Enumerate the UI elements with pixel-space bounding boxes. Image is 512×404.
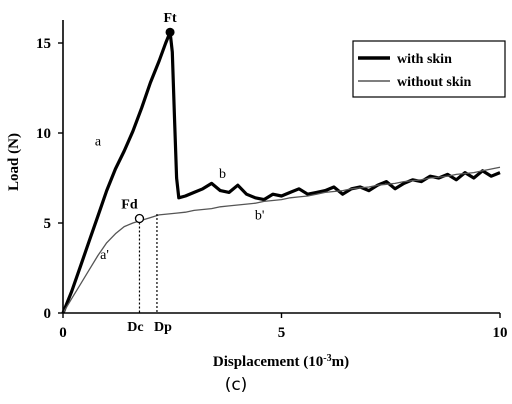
x-axis-title-main: Displacement (10 bbox=[213, 354, 323, 370]
annotation-a: a bbox=[95, 135, 102, 150]
fd-marker bbox=[134, 213, 145, 224]
legend-label-without-skin: without skin bbox=[397, 75, 472, 90]
annotation-dc: Dc bbox=[127, 320, 143, 335]
y-tick-label: 15 bbox=[36, 36, 51, 52]
legend-box bbox=[352, 40, 506, 98]
annotation-b-prime: b' bbox=[255, 208, 265, 223]
axes: 0 5 10 15 0 5 10 bbox=[36, 20, 508, 341]
y-tick-label: 0 bbox=[44, 306, 52, 322]
annotations: Ft Fd Dc Dp a a' b b' bbox=[95, 11, 265, 335]
legend: with skin without skin bbox=[352, 40, 506, 98]
x-axis-title-superscript: -3 bbox=[323, 353, 331, 364]
annotation-a-prime: a' bbox=[100, 248, 109, 263]
series-layer bbox=[61, 30, 501, 314]
annotation-fd: Fd bbox=[121, 198, 138, 213]
x-tick-label: 5 bbox=[278, 325, 286, 341]
x-axis-title-tail: m) bbox=[332, 354, 350, 370]
series-line-with-skin bbox=[61, 30, 501, 314]
legend-label-with-skin: with skin bbox=[397, 52, 452, 67]
annotation-dp: Dp bbox=[154, 320, 172, 335]
series-line-without-skin bbox=[62, 166, 501, 314]
figure-caption: (c) bbox=[225, 375, 248, 395]
ft-marker bbox=[165, 27, 175, 37]
x-axis-title: Displacement (10-3m) bbox=[213, 353, 349, 371]
y-tick-label: 10 bbox=[36, 126, 51, 142]
x-tick-label: 0 bbox=[59, 325, 67, 341]
annotation-b: b bbox=[219, 167, 226, 182]
y-axis-title: Load (N) bbox=[6, 133, 22, 191]
annotation-ft: Ft bbox=[163, 11, 177, 26]
y-tick-label: 5 bbox=[44, 216, 52, 232]
x-tick-label: 10 bbox=[493, 325, 508, 341]
